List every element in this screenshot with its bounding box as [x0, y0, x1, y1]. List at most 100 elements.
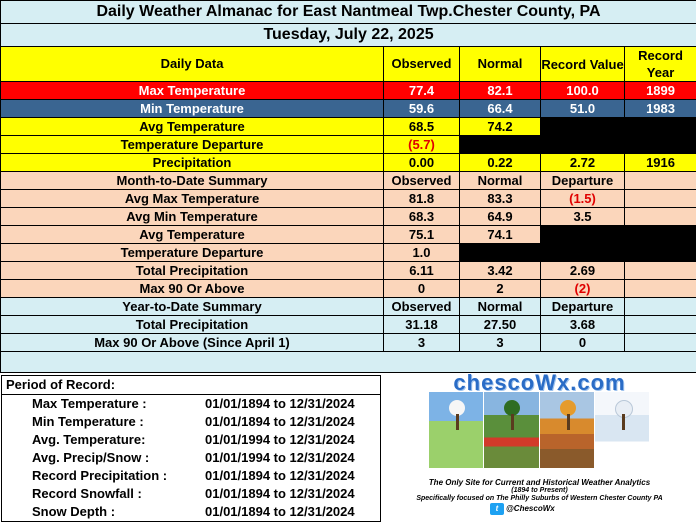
table-row: Temperature Departure (5.7)	[1, 136, 696, 154]
table-row: Avg Min Temperature 68.3 64.9 3.5	[1, 208, 696, 226]
empty-cell	[625, 208, 696, 226]
logo-years: (1894 to Present)	[383, 487, 696, 494]
observed-value: 81.8	[384, 190, 460, 208]
header-observed: Observed	[384, 47, 460, 82]
empty-cell	[625, 334, 696, 352]
row-label: Avg Temperature	[1, 118, 384, 136]
normal-value: 3	[460, 334, 541, 352]
header-record-year: Record Year	[625, 47, 696, 82]
empty-cell	[625, 298, 696, 316]
departure-value: (2)	[541, 280, 625, 298]
table-row: Avg Temperature 68.5 74.2	[1, 118, 696, 136]
summer-image	[484, 392, 538, 468]
record-year: 1899	[625, 82, 696, 100]
chescowx-logo: chescoWx.com The Only Site for Current a…	[383, 366, 696, 520]
table-row: Min Temperature 59.6 66.4 51.0 1983	[1, 100, 696, 118]
record-value: 2.72	[541, 154, 625, 172]
normal-value: 64.9	[460, 208, 541, 226]
period-row: Avg. Precip/Snow : 01/01/1994 to 12/31/2…	[2, 449, 380, 467]
table-row: Max Temperature 77.4 82.1 100.0 1899	[1, 82, 696, 100]
row-label: Min Temperature	[1, 100, 384, 118]
normal-value: 82.1	[460, 82, 541, 100]
almanac-date: Tuesday, July 22, 2025	[1, 24, 696, 47]
period-label: Avg. Temperature:	[32, 431, 145, 449]
row-label: Avg Temperature	[1, 226, 384, 244]
blank-cell	[460, 136, 696, 154]
observed-value: 31.18	[384, 316, 460, 334]
period-row: Snow Depth : 01/01/1894 to 12/31/2024	[2, 503, 380, 521]
normal-value: 74.2	[460, 118, 541, 136]
record-year: 1983	[625, 100, 696, 118]
table-row: Avg Temperature 75.1 74.1	[1, 226, 696, 244]
period-label: Max Temperature :	[32, 395, 147, 413]
empty-cell	[625, 262, 696, 280]
period-range: 01/01/1994 to 12/31/2024	[205, 449, 355, 467]
twitter-handle[interactable]: t@ChescoWx	[490, 503, 555, 515]
table-row: Temperature Departure 1.0	[1, 244, 696, 262]
seasons-image	[429, 392, 649, 468]
row-label: Avg Max Temperature	[1, 190, 384, 208]
period-row: Record Precipitation : 01/01/1894 to 12/…	[2, 467, 380, 485]
departure-value: (1.5)	[541, 190, 625, 208]
row-label: Temperature Departure	[1, 136, 384, 154]
blank-cell	[460, 244, 696, 262]
ytd-header-observed: Observed	[384, 298, 460, 316]
logo-focus: Specifically focused on The Philly Subur…	[383, 495, 696, 502]
period-label: Snow Depth :	[32, 503, 115, 521]
period-row: Avg. Temperature: 01/01/1994 to 12/31/20…	[2, 431, 380, 449]
logo-tagline: The Only Site for Current and Historical…	[383, 478, 696, 487]
period-range: 01/01/1894 to 12/31/2024	[205, 485, 355, 503]
table-row: Precipitation 0.00 0.22 2.72 1916	[1, 154, 696, 172]
observed-value: 6.11	[384, 262, 460, 280]
record-value: 51.0	[541, 100, 625, 118]
row-label: Max Temperature	[1, 82, 384, 100]
autumn-image	[540, 392, 594, 468]
departure-value: 3.68	[541, 316, 625, 334]
row-label: Total Precipitation	[1, 262, 384, 280]
period-range: 01/01/1894 to 12/31/2024	[205, 413, 355, 431]
header-daily-data: Daily Data	[1, 47, 384, 82]
period-row: Max Temperature : 01/01/1894 to 12/31/20…	[2, 395, 380, 413]
normal-value: 0.22	[460, 154, 541, 172]
period-label: Avg. Precip/Snow :	[32, 449, 149, 467]
spring-image	[429, 392, 483, 468]
mtd-header-normal: Normal	[460, 172, 541, 190]
winter-image	[595, 392, 649, 468]
twitter-icon: t	[490, 503, 504, 515]
blank-cell	[541, 226, 696, 244]
departure-value: 3.5	[541, 208, 625, 226]
normal-value: 66.4	[460, 100, 541, 118]
period-row: Record Snowfall : 01/01/1894 to 12/31/20…	[2, 485, 380, 503]
observed-value: 0	[384, 280, 460, 298]
ytd-header-row: Year-to-Date Summary Observed Normal Dep…	[1, 298, 696, 316]
period-label: Record Snowfall :	[32, 485, 142, 503]
period-range: 01/01/1894 to 12/31/2024	[205, 503, 355, 521]
period-range: 01/01/1894 to 12/31/2024	[205, 395, 355, 413]
row-label: Temperature Departure	[1, 244, 384, 262]
almanac-table: Daily Weather Almanac for East Nantmeal …	[0, 0, 696, 373]
normal-value: 2	[460, 280, 541, 298]
observed-value: 68.5	[384, 118, 460, 136]
mtd-title: Month-to-Date Summary	[1, 172, 384, 190]
observed-value: 68.3	[384, 208, 460, 226]
normal-value: 83.3	[460, 190, 541, 208]
row-label: Max 90 Or Above (Since April 1)	[1, 334, 384, 352]
empty-cell	[625, 316, 696, 334]
ytd-header-normal: Normal	[460, 298, 541, 316]
mtd-header-departure: Departure	[541, 172, 625, 190]
observed-value: 3	[384, 334, 460, 352]
blank-cell	[541, 118, 696, 136]
header-record-value: Record Value	[541, 47, 625, 82]
table-row: Avg Max Temperature 81.8 83.3 (1.5)	[1, 190, 696, 208]
observed-value: 77.4	[384, 82, 460, 100]
record-year: 1916	[625, 154, 696, 172]
period-range: 01/01/1994 to 12/31/2024	[205, 431, 355, 449]
row-label: Avg Min Temperature	[1, 208, 384, 226]
period-label: Min Temperature :	[32, 413, 144, 431]
period-label: Record Precipitation :	[32, 467, 167, 485]
twitter-text: @ChescoWx	[506, 504, 555, 513]
record-value: 100.0	[541, 82, 625, 100]
observed-value: 59.6	[384, 100, 460, 118]
observed-value: 0.00	[384, 154, 460, 172]
period-of-record: Period of Record: Max Temperature : 01/0…	[1, 375, 381, 522]
